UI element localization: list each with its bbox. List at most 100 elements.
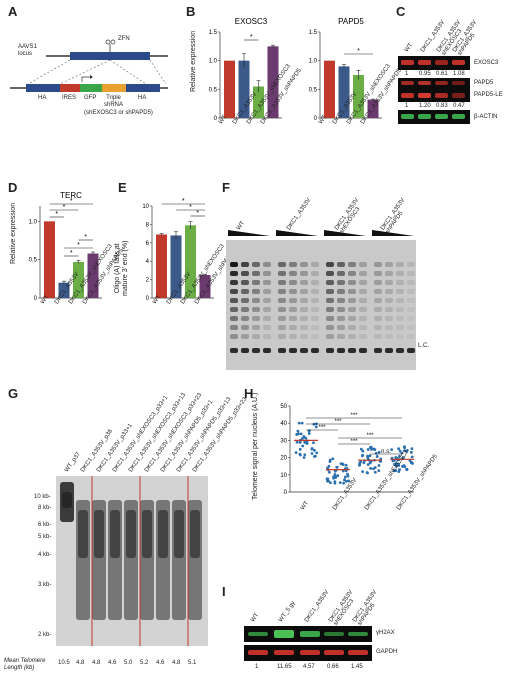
c-blot-name-papd5-le: PAPD5-LE [474, 92, 503, 98]
gel-band [374, 307, 382, 312]
y-tick-label: 0 [284, 490, 288, 496]
gel-band [374, 262, 382, 267]
gel-band [359, 298, 367, 303]
data-point [310, 452, 314, 455]
i-band [274, 630, 294, 638]
gel-band [407, 316, 415, 321]
chart-title: PAPD5 [338, 17, 364, 26]
loading-control-band [252, 348, 260, 353]
data-point [370, 447, 373, 451]
gel-band [374, 271, 382, 276]
h-cat-0: WT [300, 500, 311, 512]
gel-band [385, 307, 393, 312]
data-point [333, 469, 337, 473]
data-point [294, 451, 298, 455]
data-point [346, 472, 349, 476]
data-point [405, 468, 408, 471]
gel-band [289, 334, 297, 339]
oligo-a-chart: 0 2 4 6 8 10 * * * [142, 198, 214, 302]
loading-control-band [396, 348, 404, 353]
gel-band [241, 325, 249, 330]
data-point [410, 455, 414, 459]
data-point [373, 448, 377, 452]
c-blot-actin [398, 110, 470, 124]
g-mean-4: 5.0 [124, 660, 133, 666]
data-point [300, 421, 304, 425]
panel-label-h: H [244, 386, 254, 401]
panel-label-d: D [8, 180, 18, 195]
gel-band [348, 280, 356, 285]
c-band [401, 60, 414, 65]
gel-band [396, 307, 404, 312]
panel-label-c: C [396, 4, 406, 19]
gel-band [252, 271, 260, 276]
gel-band [252, 298, 260, 303]
gel-band [311, 262, 319, 267]
gel-band [252, 334, 260, 339]
sig-marker: * [189, 204, 192, 211]
g-marker-2: 6 kb- [38, 522, 52, 528]
data-point [314, 425, 318, 429]
data-point [359, 447, 363, 451]
c-band [452, 60, 465, 65]
c-band [452, 93, 465, 98]
terc-chart: TERC 0 0.5 1.0 * * * * * * [29, 191, 102, 302]
sig-marker: * [70, 250, 73, 257]
data-point [410, 447, 414, 451]
gel-band [311, 271, 319, 276]
gel-band [300, 289, 308, 294]
gel-band [359, 307, 367, 312]
gel-band [289, 280, 297, 285]
g-mean-0: 10.5 [58, 660, 70, 666]
g-mean-2: 4.8 [92, 660, 101, 666]
gel-band [252, 262, 260, 267]
ha-right-block [126, 84, 160, 92]
data-point [339, 462, 343, 466]
c-band [401, 93, 414, 98]
gel-band [278, 316, 286, 321]
gel-band [337, 271, 345, 276]
gel-band [311, 289, 319, 294]
c-blot-name-actin: β-ACTIN [474, 114, 498, 120]
gel-band [241, 334, 249, 339]
loading-control-band [311, 348, 319, 353]
data-point [411, 462, 414, 465]
c-quant-papd5-2: 0.83 [436, 103, 448, 109]
gel-band [337, 289, 345, 294]
gel-band [326, 271, 334, 276]
sig-marker: * [182, 198, 185, 205]
bar [338, 66, 350, 118]
data-point [303, 440, 307, 444]
gel-band [263, 280, 271, 285]
y-tick-label: 0.5 [209, 87, 218, 93]
gel-band [300, 280, 308, 285]
data-point [409, 450, 413, 454]
bar [185, 225, 196, 298]
y-tick-label: 1.5 [209, 30, 218, 36]
bar [44, 221, 55, 298]
i-quant-2: 4.57 [303, 664, 315, 670]
gel-band [230, 271, 238, 276]
data-point [398, 454, 401, 458]
i-quant-0: 1 [255, 664, 259, 670]
panel-label-e: E [118, 180, 127, 195]
c-band [418, 114, 431, 119]
gel-band [385, 334, 393, 339]
gel-band [385, 325, 393, 330]
gel-band [289, 316, 297, 321]
gel-band [241, 271, 249, 276]
i-band [324, 650, 344, 655]
ha-left-label: HA [38, 95, 47, 101]
gel-band [278, 325, 286, 330]
gel-band [241, 316, 249, 321]
gel-band [326, 307, 334, 312]
gel-band [311, 280, 319, 285]
data-point [408, 459, 412, 463]
c-quant-papd5-1: 1.20 [419, 103, 431, 109]
data-point [307, 429, 311, 433]
gel-band [385, 280, 393, 285]
bar [73, 261, 84, 298]
c-quant-papd5-3: 0.47 [453, 103, 465, 109]
g-mean-label: Mean Telomere Length (kb) [4, 658, 46, 671]
y-tick-label: 2 [146, 278, 150, 284]
